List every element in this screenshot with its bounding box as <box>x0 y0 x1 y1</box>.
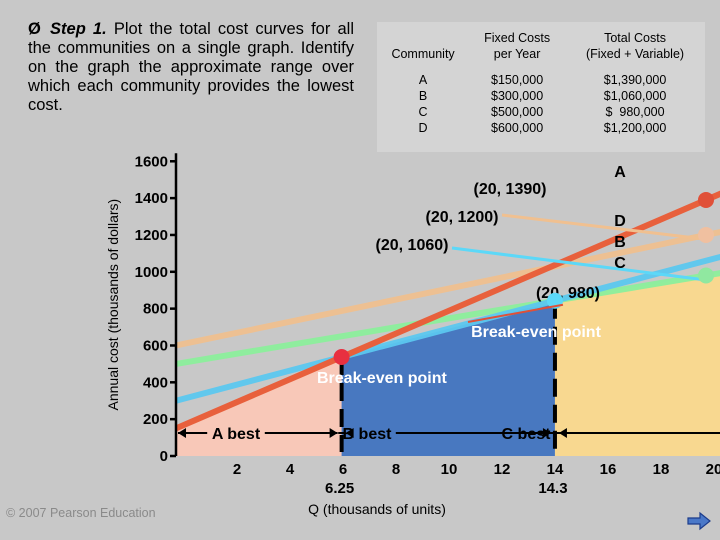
arrowhead-left <box>558 428 567 438</box>
breakeven-dot <box>333 348 350 365</box>
row-fixed: $500,000 <box>491 105 544 119</box>
row-community: A <box>418 73 428 87</box>
header-total-costs: Total Costs (Fixed + Variable) <box>565 22 705 64</box>
next-arrow-icon[interactable] <box>686 510 712 532</box>
point-label: (20, 1060) <box>376 237 449 254</box>
region-label: B best <box>343 426 393 443</box>
y-tick-label: 1000 <box>135 264 168 281</box>
row-total: $1,390,000 <box>603 73 667 87</box>
row-community: B <box>418 89 428 103</box>
arrowhead-right <box>542 428 551 438</box>
series-line-c <box>175 270 720 367</box>
series-line-d <box>175 228 720 349</box>
breakeven-pointer <box>467 303 564 323</box>
x-tick-label: 6 <box>339 461 347 478</box>
curve-end-label-c: C <box>614 255 626 272</box>
cost-table: Community Fixed Costs per Year Total Cos… <box>377 22 705 152</box>
bullet-arrow-icon: Ø <box>28 20 41 38</box>
row-total: $ 980,000 <box>605 105 665 119</box>
x-tick-label: 20 <box>706 461 720 478</box>
y-tick-label: 1400 <box>135 190 168 207</box>
row-community: D <box>418 121 428 135</box>
table-row: A $150,000 $1,390,000 <box>377 64 705 88</box>
row-fixed: $300,000 <box>491 89 544 103</box>
region-a-best <box>176 356 342 456</box>
endpoint-dot-d <box>698 226 714 243</box>
row-total: $1,200,000 <box>603 121 667 135</box>
y-axis-title: Annual cost (thousands of dollars) <box>105 199 121 411</box>
table-row: D $600,000 $1,200,000 <box>377 120 705 136</box>
curve-end-label-d: D <box>614 213 626 230</box>
arrowhead-right <box>329 428 338 438</box>
copyright-footer: © 2007 Pearson Education <box>6 506 156 520</box>
x-tick-label: 4 <box>286 461 295 478</box>
header-community: Community <box>391 47 455 61</box>
y-tick-label: 1600 <box>135 153 168 170</box>
step-lead: Step 1. <box>50 20 107 38</box>
y-tick-label: 600 <box>143 337 168 354</box>
y-tick-label: 1200 <box>135 227 168 244</box>
x-tick-label: 2 <box>233 461 241 478</box>
region-c-best <box>554 273 720 456</box>
endpoint-dot-a <box>698 191 714 208</box>
region-label: A best <box>212 426 261 443</box>
curve-end-label-b: B <box>614 234 626 251</box>
point-label: (20, 980) <box>536 285 600 302</box>
x-tick-label: 14 <box>547 461 564 478</box>
breakeven-label: Break-even point <box>471 324 601 341</box>
row-fixed: $150,000 <box>491 73 544 87</box>
arrowhead-left <box>345 428 354 438</box>
step-body: Plot the total cost curves for all the c… <box>28 20 355 114</box>
pointer-line-d <box>501 213 705 241</box>
header-total-line-1: Total Costs <box>604 31 666 45</box>
y-tick-label: 200 <box>143 411 168 428</box>
x-tick-label: 16 <box>600 461 617 478</box>
x-tick-label: 10 <box>441 461 458 478</box>
y-tick-label: 0 <box>160 448 168 465</box>
header-fixed-line-1: Fixed Costs <box>484 31 551 45</box>
row-fixed: $600,000 <box>491 121 544 135</box>
arrowhead-left <box>178 428 186 438</box>
point-label: (20, 1390) <box>474 181 547 198</box>
x-axis-title: Q (thousands of units) <box>308 501 446 517</box>
point-label: (20, 1200) <box>426 209 499 226</box>
header-fixed-costs: Fixed Costs per Year <box>469 22 565 64</box>
region-label: C best <box>502 426 552 443</box>
row-community: C <box>418 105 428 119</box>
header-total-line-2: (Fixed + Variable) <box>585 47 685 61</box>
breakeven-x-label: 14.3 <box>538 480 567 497</box>
y-tick-label: 800 <box>143 301 168 318</box>
step-instructions: Ø Step 1. Plot the total cost curves for… <box>28 20 354 115</box>
endpoint-dot-c <box>698 267 714 284</box>
breakeven-label-line1: Break-even point <box>317 370 447 387</box>
y-tick-label: 400 <box>143 374 168 391</box>
x-tick-label: 8 <box>392 461 400 478</box>
table-row: C $500,000 $ 980,000 <box>377 104 705 120</box>
region-b-best <box>341 300 555 456</box>
breakeven-x-label: 6.25 <box>325 480 354 497</box>
curve-end-label-a: A <box>614 164 626 181</box>
x-tick-label: 12 <box>494 461 511 478</box>
header-fixed-line-2: per Year <box>493 47 541 61</box>
table-row: B $300,000 $1,060,000 <box>377 88 705 104</box>
pointer-line-b <box>451 246 703 281</box>
row-total: $1,060,000 <box>603 89 667 103</box>
x-tick-label: 18 <box>653 461 670 478</box>
